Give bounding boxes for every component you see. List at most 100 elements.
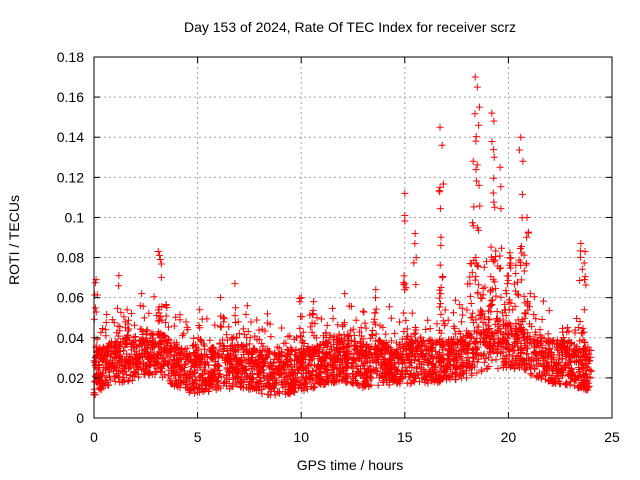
data-point (466, 273, 474, 281)
data-point (436, 286, 444, 294)
data-point (472, 166, 480, 174)
data-point (467, 314, 475, 322)
data-point (291, 356, 299, 364)
data-point (216, 294, 224, 302)
data-point (472, 338, 480, 346)
data-point (191, 355, 199, 363)
data-point (141, 370, 149, 378)
data-point (178, 347, 186, 355)
data-point (139, 359, 147, 367)
data-point (164, 361, 172, 369)
data-point (581, 248, 589, 256)
data-point (498, 244, 506, 252)
data-point (382, 330, 390, 338)
data-point (520, 292, 528, 300)
data-point (538, 338, 546, 346)
data-point (330, 341, 338, 349)
data-point (344, 364, 352, 372)
data-point (323, 321, 331, 329)
data-point (488, 109, 496, 117)
data-point (123, 358, 131, 366)
data-point (128, 371, 136, 379)
data-point (449, 309, 457, 317)
data-point (474, 281, 482, 289)
data-point (435, 377, 443, 385)
data-point (157, 273, 165, 281)
data-point (223, 347, 231, 355)
data-point (91, 279, 99, 287)
data-point (359, 362, 367, 370)
data-point (93, 335, 101, 343)
data-point (470, 256, 478, 264)
data-point (576, 317, 584, 325)
data-point (102, 326, 110, 334)
data-point (342, 351, 350, 359)
data-point (145, 371, 153, 379)
data-point (298, 313, 306, 321)
data-point (158, 352, 166, 360)
data-point (372, 286, 380, 294)
data-point (247, 379, 255, 387)
data-point (517, 276, 525, 284)
data-point (405, 362, 413, 370)
data-point (478, 367, 486, 375)
data-point (124, 320, 132, 328)
data-point (240, 376, 248, 384)
data-point (345, 332, 353, 340)
data-point (438, 342, 446, 350)
x-tick-label: 20 (501, 429, 517, 445)
data-point (222, 355, 230, 363)
data-point (473, 161, 481, 169)
data-point (359, 307, 367, 315)
data-point (483, 257, 491, 265)
data-point (456, 363, 464, 371)
data-point (169, 368, 177, 376)
data-point (400, 328, 408, 336)
data-point (208, 371, 216, 379)
data-point (469, 309, 477, 317)
data-point (530, 293, 538, 301)
data-point (123, 350, 131, 358)
data-point (448, 370, 456, 378)
data-point (192, 352, 200, 360)
data-point (584, 343, 592, 351)
data-point (310, 332, 318, 340)
data-point (473, 83, 481, 91)
data-point (197, 335, 205, 343)
data-point (201, 367, 209, 375)
data-point (486, 324, 494, 332)
data-point (239, 365, 247, 373)
data-point (249, 375, 257, 383)
data-point (158, 316, 166, 324)
chart-title: Day 153 of 2024, Rate Of TEC Index for r… (184, 19, 516, 35)
data-point (566, 351, 574, 359)
data-point (284, 389, 292, 397)
data-point (548, 349, 556, 357)
data-point (229, 363, 237, 371)
data-point (156, 251, 164, 259)
data-point (475, 323, 483, 331)
data-point (475, 312, 483, 320)
data-point (468, 219, 476, 227)
data-point (412, 281, 420, 289)
data-point (212, 374, 220, 382)
data-point (164, 372, 172, 380)
data-point (581, 273, 589, 281)
data-point (327, 378, 335, 386)
data-point (203, 382, 211, 390)
data-point (338, 366, 346, 374)
data-point (129, 338, 137, 346)
data-point (254, 362, 262, 370)
data-point (350, 356, 358, 364)
data-point (214, 350, 222, 358)
data-point (393, 365, 401, 373)
data-point (401, 286, 409, 294)
data-point (323, 376, 331, 384)
data-point (437, 300, 445, 308)
data-point (275, 344, 283, 352)
data-point (538, 349, 546, 357)
data-point (458, 374, 466, 382)
data-point (203, 315, 211, 323)
data-point (214, 384, 222, 392)
x-axis-label: GPS time / hours (297, 457, 404, 473)
